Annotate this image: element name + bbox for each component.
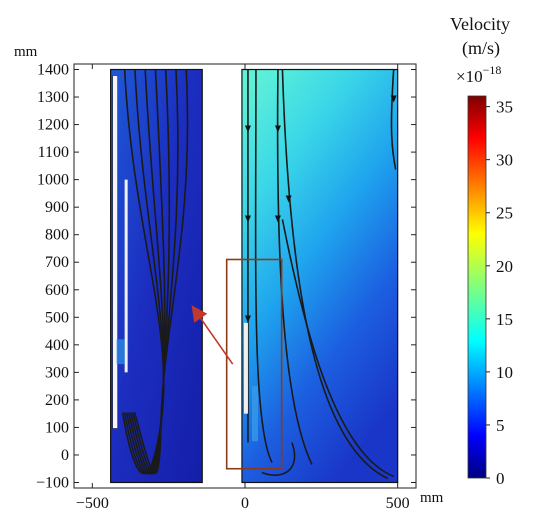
inset-arrow bbox=[191, 305, 234, 365]
y-tick-label: −100 bbox=[36, 474, 69, 491]
colorbar-tick-label: 35 bbox=[496, 98, 513, 117]
y-tick-label: 1400 bbox=[37, 62, 69, 79]
left-wall-plate bbox=[112, 75, 118, 429]
colorbar-ticks: 0 5 10 15 20 25 30 35 bbox=[486, 98, 513, 488]
y-axis-ticks: −100 0 100 200 300 400 500 600 700 800 900 1000 1100… bbox=[36, 62, 416, 491]
y-tick-label: 200 bbox=[45, 392, 69, 409]
colorbar-tick-label: 30 bbox=[496, 151, 513, 170]
streamline-arrow-3 bbox=[274, 125, 281, 133]
x-tick-label: 0 bbox=[241, 495, 249, 512]
y-tick-label: 300 bbox=[45, 364, 69, 381]
streamline-right-6 bbox=[261, 442, 296, 476]
streamline-arrow-2 bbox=[244, 315, 251, 323]
domain-right bbox=[241, 68, 399, 484]
streamline-right-1 bbox=[254, 69, 273, 463]
colorbar-tick-label: 25 bbox=[496, 204, 513, 223]
y-tick-label: 400 bbox=[45, 337, 69, 354]
x-axis-unit: mm bbox=[420, 490, 444, 506]
streamline-arrow-0 bbox=[244, 125, 251, 133]
colorbar-title-line1: Velocity bbox=[450, 14, 510, 34]
left-inner-plate bbox=[124, 179, 128, 373]
colorbar-tick-label: 15 bbox=[496, 310, 513, 329]
colorbar-multiplier-base: ×10 bbox=[456, 67, 483, 86]
right-hot-region bbox=[251, 386, 258, 442]
colorbar-multiplier: ×10−18 bbox=[456, 63, 501, 86]
colorbar bbox=[467, 95, 487, 479]
streamline-arrow-4 bbox=[274, 215, 281, 223]
y-axis-unit: mm bbox=[14, 44, 38, 60]
y-tick-label: 800 bbox=[45, 227, 69, 244]
streamlines bbox=[121, 69, 397, 480]
x-tick-label: 500 bbox=[386, 495, 410, 512]
y-tick-label: 900 bbox=[45, 199, 69, 216]
x-axis-ticks: −500 0 500 bbox=[76, 64, 410, 512]
colorbar-exponent: −18 bbox=[483, 63, 502, 77]
streamline-arrow-5 bbox=[390, 95, 397, 103]
y-tick-label: 1000 bbox=[37, 172, 69, 189]
colorbar-tick-label: 0 bbox=[496, 469, 505, 488]
streamline-right-2 bbox=[276, 69, 313, 465]
left-hot-region bbox=[116, 339, 125, 365]
streamline-arrow-1 bbox=[244, 215, 251, 223]
streamline-left-6 bbox=[133, 69, 189, 475]
inner-geometry bbox=[112, 75, 258, 442]
y-tick-label: 0 bbox=[61, 447, 69, 464]
y-tick-label: 1300 bbox=[37, 89, 69, 106]
x-tick-label: −500 bbox=[76, 495, 109, 512]
y-tick-label: 600 bbox=[45, 282, 69, 299]
colorbar-tick-label: 20 bbox=[496, 257, 513, 276]
inset-box bbox=[225, 258, 283, 470]
y-tick-label: 100 bbox=[45, 419, 69, 436]
inset-group bbox=[191, 258, 283, 470]
y-tick-label: 1100 bbox=[38, 144, 69, 161]
y-tick-label: 700 bbox=[45, 254, 69, 271]
right-inner-plate bbox=[243, 322, 248, 414]
streamline-arrow-6 bbox=[285, 195, 292, 203]
colorbar-tick-label: 5 bbox=[496, 416, 505, 435]
y-tick-label: 500 bbox=[45, 309, 69, 326]
colorbar-title-line2: (m/s) bbox=[462, 38, 500, 59]
streamline-right-5 bbox=[390, 69, 397, 170]
y-tick-label: 1200 bbox=[37, 117, 69, 134]
colorbar-tick-label: 10 bbox=[496, 363, 513, 382]
streamline-right-4 bbox=[281, 219, 394, 478]
